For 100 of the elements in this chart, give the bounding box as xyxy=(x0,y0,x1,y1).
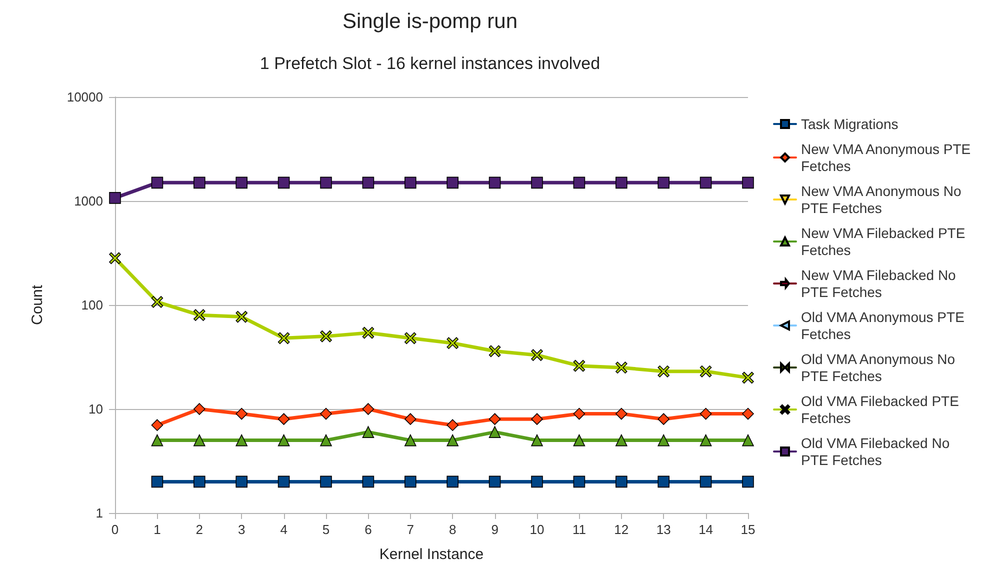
point xyxy=(700,434,712,446)
y-axis-title: Count xyxy=(29,284,46,326)
point xyxy=(742,408,754,420)
point xyxy=(446,434,458,446)
point xyxy=(616,476,628,488)
point xyxy=(700,176,712,189)
point xyxy=(573,176,586,189)
point xyxy=(236,176,248,189)
x-tick-label: 1 xyxy=(154,522,161,537)
point xyxy=(573,408,586,420)
point xyxy=(362,403,374,415)
point xyxy=(700,476,712,488)
point xyxy=(700,408,712,420)
point xyxy=(446,419,458,432)
y-tick-label: 1 xyxy=(96,506,103,520)
point xyxy=(573,434,586,446)
legend-label: New VMA Filebacked PTE Fetches xyxy=(801,225,970,258)
point xyxy=(616,408,628,420)
point xyxy=(658,176,670,189)
point xyxy=(320,408,332,420)
point xyxy=(531,434,543,446)
point xyxy=(700,365,712,378)
point xyxy=(320,476,332,488)
x-tick-label: 7 xyxy=(406,522,414,537)
point xyxy=(573,476,586,488)
chart-title: Single is-pomp run xyxy=(342,10,518,33)
legend-label: Old VMA Filebacked PTE Fetches xyxy=(801,393,963,426)
point xyxy=(109,252,121,264)
y-tick-label: 10000 xyxy=(66,90,103,104)
y-tick-label: 100 xyxy=(81,298,103,312)
point xyxy=(236,476,248,488)
legend-label: New VMA Filebacked No PTE Fetches xyxy=(801,267,960,300)
x-tick-label: 0 xyxy=(111,522,119,537)
legend-label: New VMA Anonymous PTE Fetches xyxy=(801,141,975,174)
x-tick-label: 5 xyxy=(322,522,330,537)
point xyxy=(404,413,416,425)
point xyxy=(194,403,206,415)
point xyxy=(362,176,374,189)
point xyxy=(278,434,290,446)
point xyxy=(404,332,416,344)
x-tick-label: 2 xyxy=(196,522,204,537)
point xyxy=(320,330,332,342)
legend-label: Old VMA Filebacked No PTE Fetches xyxy=(801,435,954,468)
point xyxy=(488,176,501,189)
point xyxy=(194,434,206,446)
x-tick-label: 12 xyxy=(614,522,629,537)
point xyxy=(658,434,670,446)
x-tick-label: 9 xyxy=(491,522,498,537)
point xyxy=(742,176,754,189)
x-tick-label: 4 xyxy=(280,522,288,537)
point xyxy=(531,476,543,488)
point xyxy=(278,476,290,488)
x-axis-title: Kernel Instance xyxy=(379,546,484,563)
legend-label: Task Migrations xyxy=(801,116,898,132)
point xyxy=(151,434,164,446)
x-tick-label: 6 xyxy=(364,522,372,537)
point xyxy=(151,176,164,189)
point xyxy=(278,413,290,425)
x-tick-label: 11 xyxy=(572,522,586,537)
chart-subtitle: 1 Prefetch Slot - 16 kernel instances involved xyxy=(260,54,600,73)
x-tick-label: 10 xyxy=(530,522,544,537)
point xyxy=(531,176,543,189)
point xyxy=(616,176,628,189)
y-tick-label: 10 xyxy=(88,402,103,416)
point xyxy=(194,176,206,189)
point xyxy=(742,434,754,446)
point xyxy=(362,326,374,339)
x-tick-label: 14 xyxy=(698,522,714,537)
point xyxy=(236,408,248,420)
x-tick-label: 3 xyxy=(238,522,246,537)
y-tick-label: 1000 xyxy=(74,194,103,208)
point xyxy=(488,476,501,488)
point xyxy=(488,413,501,425)
point xyxy=(446,476,458,488)
point xyxy=(658,413,670,425)
x-tick-label: 15 xyxy=(740,522,756,537)
point xyxy=(742,372,754,384)
legend-label: Old VMA Anonymous No PTE Fetches xyxy=(801,351,959,384)
point xyxy=(320,434,332,446)
point xyxy=(362,426,374,438)
point xyxy=(658,476,670,488)
point xyxy=(488,426,501,438)
point xyxy=(404,476,416,488)
point xyxy=(194,476,206,488)
point xyxy=(488,345,501,358)
point xyxy=(658,365,670,378)
x-tick-label: 8 xyxy=(448,522,456,537)
point xyxy=(362,476,374,488)
point xyxy=(742,476,754,488)
point xyxy=(236,434,248,446)
point xyxy=(151,476,164,488)
point xyxy=(446,337,458,350)
point xyxy=(616,434,628,446)
point xyxy=(531,349,543,361)
point xyxy=(404,176,416,189)
point xyxy=(151,419,164,432)
legend-label: New VMA Anonymous No PTE Fetches xyxy=(801,183,966,216)
point xyxy=(404,434,416,446)
point xyxy=(446,176,458,189)
point xyxy=(320,176,332,189)
